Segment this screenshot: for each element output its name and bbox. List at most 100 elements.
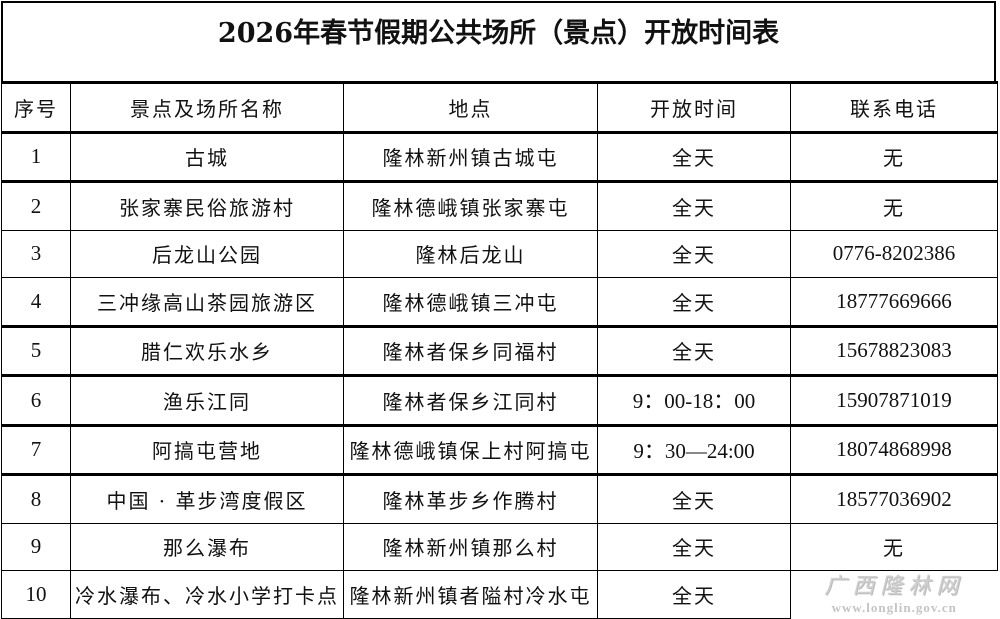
hours-cell: 全天 (597, 522, 791, 571)
index-cell: 10 (1, 570, 71, 619)
phone-cell-value: 0776-8202386 (832, 241, 956, 266)
location-cell: 隆林新州镇古城屯 (343, 130, 598, 182)
index-cell: 2 (1, 180, 71, 231)
name-cell-value: 三冲缘高山茶园旅游区 (97, 290, 317, 315)
index-cell: 5 (1, 324, 71, 376)
location-cell-value: 隆林德峨镇保上村阿搞屯 (349, 439, 592, 464)
hours-cell-value: 9：30—24:00 (633, 438, 755, 463)
watermark-url: www.longlin.gov.cn (831, 599, 957, 615)
phone-cell-value: 无 (883, 146, 905, 171)
phone-cell: 0776-8202386 (790, 229, 998, 278)
header-cell: 景点及场所名称 (70, 81, 344, 133)
name-cell-value: 阿搞屯营地 (152, 439, 262, 464)
name-cell: 后龙山公园 (70, 229, 344, 278)
header-cell: 开放时间 (597, 81, 791, 133)
name-cell-value: 腊仁欢乐水乡 (141, 340, 273, 365)
hours-cell: 9：00-18：00 (597, 374, 791, 426)
hours-cell: 全天 (597, 130, 791, 182)
table-row: 9 那么瀑布 隆林新州镇那么村 全天 无 (1, 522, 998, 571)
name-cell: 古城 (70, 130, 344, 182)
index-cell: 7 (1, 423, 71, 475)
table-row: 3 后龙山公园 隆林后龙山 全天 0776-8202386 (1, 229, 998, 278)
watermark-logo: 广西隆林网 www.longlin.gov.cn (792, 573, 998, 616)
table-row: 7 阿搞屯营地 隆林德峨镇保上村阿搞屯 9：30—24:00 18074868998 (1, 423, 998, 475)
phone-cell-value: 15907871019 (836, 387, 952, 412)
table-row: 6 渔乐江同 隆林者保乡江同村 9：00-18：00 15907871019 (1, 374, 998, 426)
phone-cell-value: 无 (883, 536, 905, 561)
name-cell: 冷水瀑布、冷水小学打卡点 (70, 570, 344, 619)
location-cell-value: 隆林新州镇那么村 (382, 536, 559, 561)
location-cell-value: 隆林德峨镇张家寨屯 (371, 195, 570, 220)
location-cell: 隆林新州镇那么村 (343, 522, 598, 571)
index-cell: 9 (1, 522, 71, 571)
hours-cell: 全天 (597, 473, 791, 524)
phone-cell: 广西隆林网 www.longlin.gov.cn (790, 570, 998, 618)
index-cell-value: 9 (30, 534, 42, 559)
hours-cell: 全天 (597, 277, 791, 327)
table-row: 2 张家寨民俗旅游村 隆林德峨镇张家寨屯 全天 无 (1, 180, 998, 231)
phone-cell: 18074868998 (790, 423, 998, 475)
index-cell: 1 (1, 130, 71, 182)
hours-cell: 全天 (597, 229, 791, 278)
hours-cell: 9：30—24:00 (597, 423, 791, 475)
index-cell-value: 5 (30, 338, 42, 363)
name-cell: 阿搞屯营地 (70, 423, 344, 475)
name-cell: 渔乐江同 (70, 374, 344, 426)
header-cell: 地点 (343, 81, 598, 133)
name-cell-value: 中国 · 革步湾度假区 (106, 488, 308, 513)
location-cell-value: 隆林德峨镇三冲屯 (382, 290, 559, 315)
location-cell: 隆林后龙山 (343, 229, 598, 278)
hours-cell-value: 全天 (672, 583, 716, 608)
header-cell: 联系电话 (790, 81, 998, 133)
table-row: 10 冷水瀑布、冷水小学打卡点 隆林新州镇者隘村冷水屯 全天 广西隆林网 www.long… (1, 570, 998, 619)
name-cell: 腊仁欢乐水乡 (70, 324, 344, 376)
index-cell: 3 (1, 229, 71, 278)
phone-cell: 15907871019 (790, 374, 998, 426)
phone-cell-value: 18074868998 (836, 437, 952, 462)
name-cell-value: 渔乐江同 (163, 389, 251, 414)
location-cell: 隆林德峨镇三冲屯 (343, 277, 598, 327)
name-cell: 三冲缘高山茶园旅游区 (70, 277, 344, 327)
hours-cell-value: 全天 (672, 488, 716, 513)
hours-cell-value: 全天 (672, 340, 716, 365)
hours-cell-value: 全天 (672, 536, 716, 561)
location-cell-value: 隆林者保乡江同村 (382, 389, 559, 414)
hours-cell-value: 全天 (672, 290, 716, 315)
header-cell: 序号 (1, 81, 71, 133)
location-cell-value: 隆林新州镇古城屯 (382, 146, 559, 171)
index-cell-value: 6 (30, 387, 42, 412)
location-cell-value: 隆林后龙山 (415, 243, 526, 268)
index-cell: 8 (1, 473, 71, 524)
table-row: 8 中国 · 革步湾度假区 隆林革步乡作腾村 全天 18577036902 (1, 473, 998, 524)
hours-cell: 全天 (597, 570, 791, 619)
watermark-name: 广西隆林网 (824, 573, 965, 599)
location-cell: 隆林者保乡同福村 (343, 324, 598, 376)
hours-cell-value: 全天 (672, 146, 716, 171)
phone-cell: 无 (790, 130, 998, 182)
phone-cell: 18577036902 (790, 473, 998, 524)
page-title: 2026年春节假期公共场所（景点）开放时间表 (1, 1, 996, 81)
location-cell: 隆林者保乡江同村 (343, 374, 598, 426)
location-cell-value: 隆林革步乡作腾村 (382, 488, 559, 513)
location-cell: 隆林德峨镇保上村阿搞屯 (343, 423, 598, 475)
hours-cell: 全天 (597, 324, 791, 376)
phone-cell-value: 18577036902 (836, 486, 952, 511)
name-cell: 张家寨民俗旅游村 (70, 180, 344, 231)
name-cell-value: 那么瀑布 (163, 536, 251, 561)
name-cell-value: 冷水瀑布、冷水小学打卡点 (75, 583, 339, 608)
location-cell-value: 隆林者保乡同福村 (382, 340, 559, 365)
index-cell-value: 10 (25, 581, 47, 606)
index-cell: 6 (1, 374, 71, 426)
index-cell-value: 1 (30, 144, 42, 169)
phone-cell: 18777669666 (790, 277, 998, 327)
hours-cell-value: 全天 (672, 243, 716, 268)
phone-cell: 15678823083 (790, 324, 998, 376)
table-row: 4 三冲缘高山茶园旅游区 隆林德峨镇三冲屯 全天 18777669666 (1, 277, 998, 327)
index-cell-value: 8 (30, 486, 42, 511)
phone-cell-value: 15678823083 (836, 338, 952, 363)
index-cell-value: 2 (30, 193, 42, 218)
phone-cell-value: 18777669666 (836, 288, 952, 313)
hours-cell-value: 9：00-18：00 (632, 389, 756, 414)
phone-cell: 无 (790, 180, 998, 231)
location-cell: 隆林德峨镇张家寨屯 (343, 180, 598, 231)
